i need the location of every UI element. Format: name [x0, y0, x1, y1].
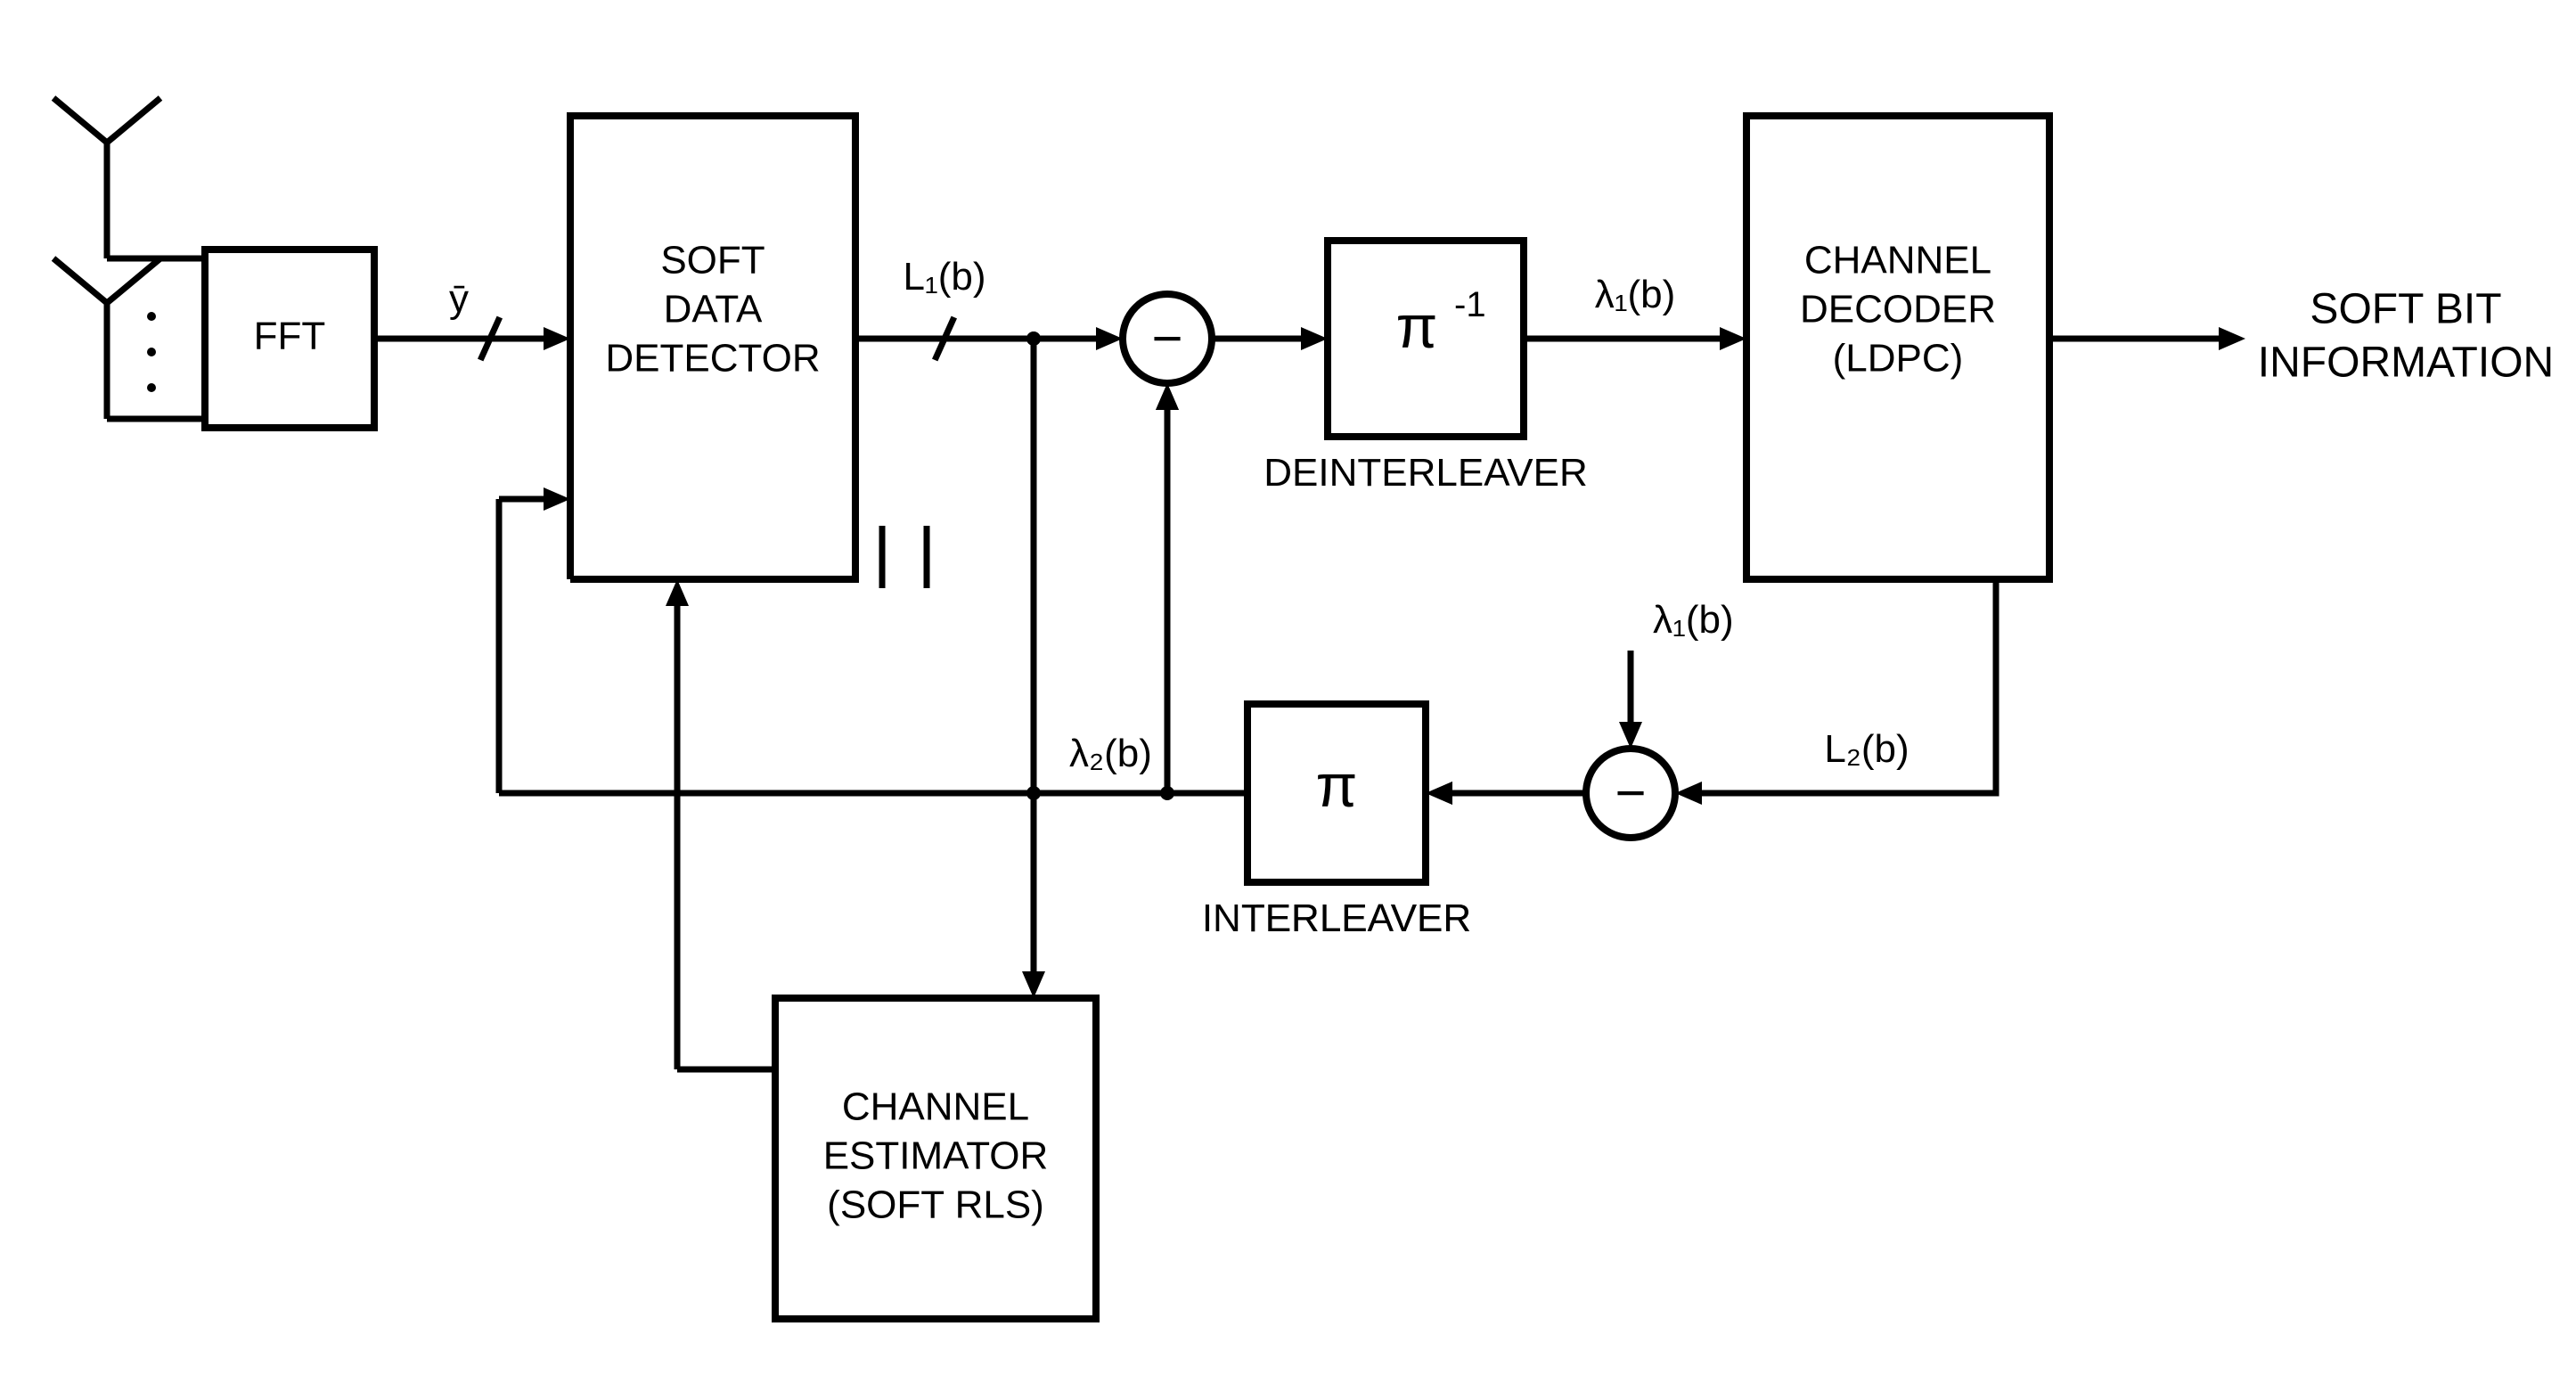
estimator-label2-line1: ESTIMATOR	[823, 1134, 1049, 1178]
interleaver-caption2: INTERLEAVER	[1202, 896, 1471, 940]
sum_top-sign: −	[1151, 308, 1182, 368]
output-label-line0: SOFT BIT	[2310, 286, 2501, 333]
fft-label-line0: FFT	[254, 315, 326, 358]
decoder-label-line0: CHANNEL	[1804, 239, 1991, 282]
label-lambda1: λ₁(b)	[1595, 273, 1676, 316]
estimator-label2-line0: CHANNEL	[842, 1085, 1029, 1129]
detector-label-line1: DATA	[664, 288, 763, 332]
label-L1: L₁(b)	[903, 255, 985, 299]
output-label-line1: INFORMATION	[2258, 340, 2554, 387]
label-lambda2b: λ₂(b)	[1069, 732, 1152, 775]
deinterleaver-sup: -1	[1454, 285, 1486, 324]
detector-label-line0: SOFT	[660, 239, 765, 282]
label-lambda1-fb: λ₁(b)	[1653, 598, 1734, 642]
deinterleaver-symbol: π	[1396, 293, 1438, 361]
label-ybar: ȳ	[449, 277, 469, 321]
antenna-1	[53, 258, 160, 303]
antenna-0	[53, 98, 160, 143]
estimator-label2-line2: (SOFT RLS)	[827, 1183, 1044, 1227]
label-L2: L₂(b)	[1824, 727, 1909, 771]
detector-label-line2: DETECTOR	[605, 337, 820, 381]
sum_bottom-sign: −	[1615, 763, 1646, 823]
deinterleaver-caption: DEINTERLEAVER	[1263, 451, 1588, 495]
decoder-label-line1: DECODER	[1800, 288, 1996, 332]
decoder-label-line2: (LDPC)	[1833, 337, 1964, 381]
svg-text:π: π	[1316, 752, 1358, 820]
